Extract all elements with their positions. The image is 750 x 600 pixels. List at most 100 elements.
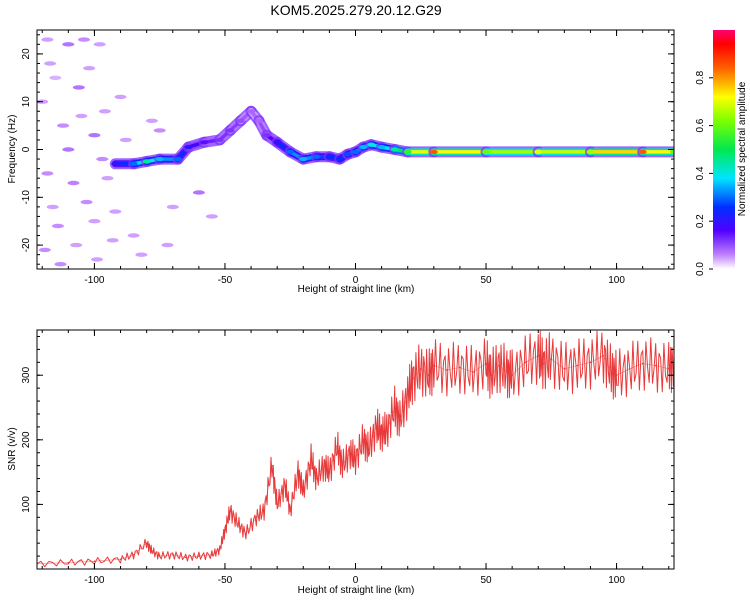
snr-plot-area (37, 330, 674, 569)
ridge-point (174, 156, 182, 162)
colorbar-tick-label: 0.8 (695, 70, 706, 84)
ridge-point (534, 149, 543, 155)
noise-blob (38, 247, 51, 253)
spectrogram-ytick-label: 0 (21, 146, 32, 152)
noise-blob (70, 242, 83, 248)
ridge-point (359, 144, 368, 150)
snr-ytick-label: 300 (21, 366, 32, 383)
ridge-point (129, 161, 138, 166)
ridge-point (247, 109, 256, 114)
spectrogram-frame (36, 29, 675, 270)
spectrogram-ytick-label: 10 (21, 96, 32, 108)
noise-blob (88, 133, 101, 138)
spectrogram-xtick-label: -50 (218, 275, 233, 286)
spectrogram-xlabel: Height of straight line (km) (298, 284, 415, 295)
noise-blob (109, 209, 122, 214)
ridge-point (312, 154, 321, 159)
snr-ylabel: SNR (v/v) (7, 427, 18, 470)
ridge-point (638, 149, 647, 155)
ridge-point (286, 149, 295, 155)
noise-blob (96, 156, 109, 162)
noise-blob (135, 252, 148, 257)
ridge-point (155, 156, 164, 162)
snr-data (37, 330, 674, 568)
spectrogram-ylabel: Frequency (Hz) (7, 115, 18, 184)
noise-blob (161, 242, 174, 248)
noise-blob (153, 128, 166, 133)
snr-xtick-label: 50 (480, 575, 492, 586)
noise-blob (51, 223, 64, 229)
noise-blob (44, 61, 57, 66)
ridge-point (200, 140, 209, 145)
noise-blob (54, 262, 67, 267)
ridge-point (142, 159, 151, 164)
spectrogram-ytick-label: -20 (21, 237, 32, 252)
noise-blob (62, 147, 75, 152)
noise-blob (98, 109, 111, 114)
snr-frame (36, 329, 675, 570)
snr-ytick-label: 200 (21, 431, 32, 448)
snr-xlabel: Height of straight line (km) (298, 585, 415, 596)
snr-xtick-label: 0 (353, 575, 359, 586)
noise-blob (41, 37, 54, 42)
snr-panel: -100 -50 0 50 100 100 200 300 Height of straigh… (7, 329, 675, 596)
noise-blob (192, 190, 205, 195)
ridge-point (377, 144, 386, 150)
snr-xtick-label: 100 (608, 575, 625, 586)
snr-line (37, 330, 674, 568)
spectrogram-xtick-label: 50 (480, 275, 492, 286)
ridge-point (325, 154, 334, 159)
colorbar-gradient (713, 30, 735, 269)
ridge-point (254, 118, 263, 124)
ridge-point (429, 149, 438, 155)
ridge-point (262, 133, 271, 138)
ridge-point (273, 140, 282, 145)
noise-blob (101, 176, 114, 181)
noise-blob (67, 180, 80, 186)
noise-blob (72, 85, 85, 90)
ridge-point (482, 149, 490, 155)
spectrogram-ytick-label: 20 (21, 48, 32, 60)
noise-blob (78, 37, 90, 42)
ridge-point (335, 156, 344, 162)
spectrogram-ytick-label: -10 (21, 190, 32, 205)
ridge-point (215, 137, 224, 143)
colorbar-tick-label: 0.2 (695, 214, 706, 228)
colorbar-label: Normalized spectral amplitude (737, 81, 748, 216)
ridge-point (299, 156, 308, 162)
spectrogram-xtick-label: 100 (608, 275, 625, 286)
ridge-point (111, 161, 120, 166)
noise-blob (145, 118, 158, 124)
snr-envelope (37, 355, 674, 565)
ridge-point (403, 149, 412, 155)
noise-blob (62, 42, 75, 47)
noise-blob (119, 137, 132, 143)
ridge-point (226, 128, 235, 133)
noise-blob (49, 75, 62, 81)
noise-blob (93, 42, 106, 47)
noise-blob (106, 238, 119, 243)
snr-xtick-label: -100 (84, 575, 104, 586)
spectrogram-xtick-label: -100 (84, 275, 104, 286)
ridge-point (390, 147, 399, 152)
noise-blob (91, 257, 103, 262)
spectrogram-xtick-label: 0 (353, 275, 359, 286)
noise-blob (127, 233, 140, 238)
colorbar-tick-label: 0.0 (695, 262, 706, 276)
noise-blob (75, 113, 88, 119)
noise-blob (83, 66, 96, 71)
colorbar-tick-label: 0.4 (695, 166, 706, 180)
ridge-point (586, 149, 595, 155)
snr-ytick-label: 100 (21, 496, 32, 513)
ridge-point (236, 118, 245, 124)
ridge-point (670, 149, 674, 155)
colorbar: 0.0 0.2 0.4 0.6 0.8 Normalized spectral ampl… (695, 30, 748, 276)
ridge-point (351, 149, 360, 155)
noise-blob (205, 214, 218, 219)
colorbar-ticks: 0.0 0.2 0.4 0.6 0.8 (695, 70, 713, 276)
ridge-point (367, 142, 376, 147)
noise-blob (114, 94, 127, 100)
noise-blob (41, 171, 54, 176)
